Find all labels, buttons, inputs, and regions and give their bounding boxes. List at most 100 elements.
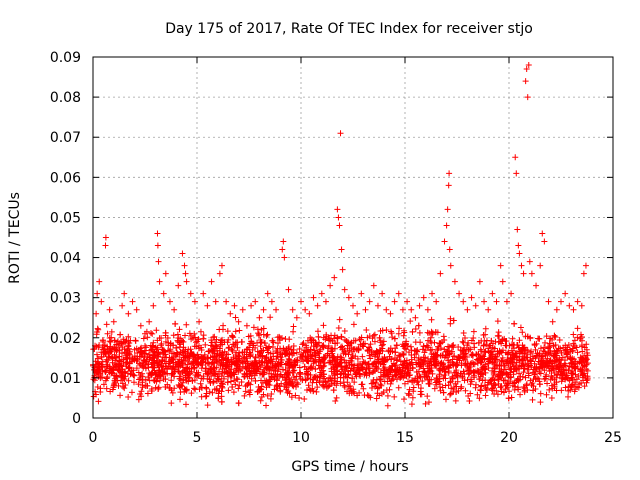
- data-point: [422, 357, 429, 364]
- data-point: [504, 351, 511, 358]
- data-point: [182, 270, 189, 277]
- data-point: [128, 367, 135, 374]
- data-point: [385, 347, 392, 354]
- data-point: [316, 348, 323, 355]
- data-point: [186, 330, 193, 337]
- data-point: [428, 316, 435, 323]
- data-point: [154, 230, 161, 237]
- data-point: [243, 365, 250, 372]
- data-point: [209, 389, 216, 396]
- data-point: [412, 314, 419, 321]
- data-point: [452, 362, 459, 369]
- data-point: [279, 366, 286, 373]
- data-point: [286, 361, 293, 368]
- data-point: [450, 317, 457, 324]
- data-point: [404, 298, 411, 305]
- data-point: [324, 345, 331, 352]
- data-point: [407, 361, 414, 368]
- data-point: [523, 66, 530, 73]
- data-point: [559, 371, 566, 378]
- data-point: [427, 367, 434, 374]
- data-point: [580, 270, 587, 277]
- data-point: [136, 376, 143, 383]
- data-point: [549, 385, 556, 392]
- data-point: [294, 358, 301, 365]
- data-point: [307, 375, 314, 382]
- data-point: [498, 340, 505, 347]
- data-point: [516, 353, 523, 360]
- data-point: [229, 333, 236, 340]
- data-point: [191, 330, 198, 337]
- data-point: [406, 372, 413, 379]
- data-point: [387, 369, 394, 376]
- data-point: [231, 302, 238, 309]
- data-point: [396, 325, 403, 332]
- data-point: [350, 346, 357, 353]
- data-point: [219, 341, 226, 348]
- data-point: [452, 397, 459, 404]
- data-point: [547, 357, 554, 364]
- plot-frame: [92, 56, 614, 419]
- data-point: [400, 351, 407, 358]
- data-point: [339, 266, 346, 273]
- data-point: [146, 318, 153, 325]
- data-point: [125, 333, 132, 340]
- data-point: [367, 355, 374, 362]
- data-point: [525, 62, 532, 69]
- data-point: [270, 353, 277, 360]
- data-point: [470, 369, 477, 376]
- data-point: [503, 338, 510, 345]
- data-point: [243, 353, 250, 360]
- data-point: [520, 270, 527, 277]
- data-point: [370, 360, 377, 367]
- data-point: [524, 333, 531, 340]
- data-point: [376, 334, 383, 341]
- data-point: [517, 348, 524, 355]
- data-point: [390, 360, 397, 367]
- y-tick-label: 0.05: [50, 210, 81, 226]
- data-point: [462, 334, 469, 341]
- data-point: [235, 385, 242, 392]
- data-point: [258, 326, 265, 333]
- data-point: [312, 339, 319, 346]
- data-point: [450, 353, 457, 360]
- data-point: [489, 290, 496, 297]
- data-point: [402, 340, 409, 347]
- data-point: [515, 242, 522, 249]
- x-tick-label: 25: [604, 430, 622, 446]
- data-point: [352, 353, 359, 360]
- data-point: [217, 337, 224, 344]
- data-point: [445, 364, 452, 371]
- data-point: [520, 344, 527, 351]
- data-point: [243, 322, 250, 329]
- data-point: [98, 361, 105, 368]
- data-point: [434, 352, 441, 359]
- data-point: [305, 382, 312, 389]
- data-point: [282, 336, 289, 343]
- data-point: [551, 381, 558, 388]
- data-point: [543, 359, 550, 366]
- data-point: [176, 384, 183, 391]
- data-point: [441, 371, 448, 378]
- data-point: [220, 381, 227, 388]
- data-point: [552, 333, 559, 340]
- data-point: [541, 367, 548, 374]
- data-point: [433, 298, 440, 305]
- data-point: [347, 340, 354, 347]
- data-point: [154, 337, 161, 344]
- data-point: [273, 347, 280, 354]
- data-point: [276, 383, 283, 390]
- x-tick-label: 5: [193, 430, 202, 446]
- data-point: [215, 395, 222, 402]
- data-point: [169, 389, 176, 396]
- data-point: [569, 381, 576, 388]
- data-point: [194, 354, 201, 361]
- data-point: [242, 388, 249, 395]
- data-point: [264, 331, 271, 338]
- data-point: [440, 364, 447, 371]
- data-point: [562, 376, 569, 383]
- data-point: [533, 366, 540, 373]
- data-point: [259, 353, 266, 360]
- data-point: [144, 390, 151, 397]
- data-point: [425, 337, 432, 344]
